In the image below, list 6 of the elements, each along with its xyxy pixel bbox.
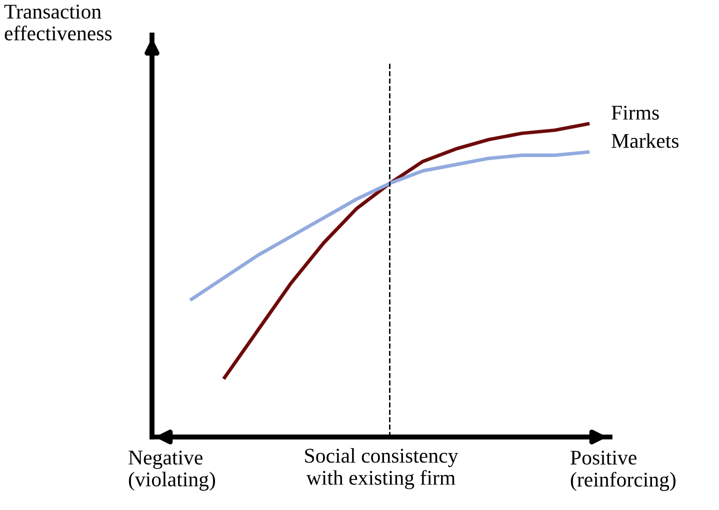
text: Positive (reinforcing): [570, 450, 676, 491]
series-label: Firms: [612, 106, 659, 120]
x-axis-title: Social consistency with existing firm: [305, 448, 458, 490]
text: Negative (violating): [128, 450, 216, 491]
series-label: Markets: [612, 133, 679, 148]
y-axis-title: Transaction effectiveness: [4, 4, 112, 40]
